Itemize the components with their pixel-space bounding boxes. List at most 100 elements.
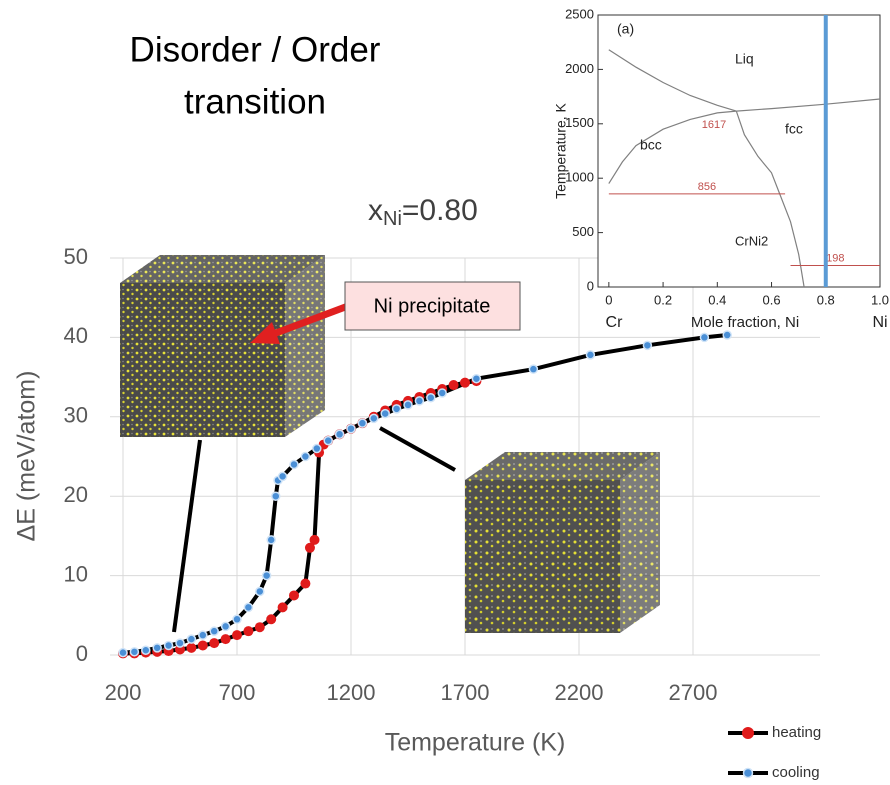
marker [186,634,197,644]
marker [346,423,356,434]
marker [198,630,208,640]
point-label: 1617 [702,119,726,131]
marker [141,645,151,655]
marker [243,626,254,637]
x-tick-label: 0 [605,292,612,307]
region-label: Liq [735,51,754,67]
series-line [735,110,805,288]
marker [266,614,277,625]
cube-front [120,283,285,437]
subtitle: xNi=0.80 [368,194,478,230]
marker [175,638,185,648]
y-tick-label: 1500 [565,115,594,130]
marker [528,364,539,374]
subtitle-part: x [368,194,383,227]
series-line [608,110,737,184]
marker [312,443,322,454]
marker [243,602,254,613]
x-end-label: Ni [872,314,887,331]
series-line [608,49,737,112]
y-axis-label: ΔE (meV/atom) [13,371,41,542]
y-tick-label: 20 [64,482,88,507]
subtitle-part: =0.80 [402,194,478,227]
x-tick-label: 2200 [555,680,604,705]
chart-title: transition [184,82,326,121]
marker [323,435,333,446]
cube-top [465,452,660,480]
marker [255,586,265,597]
marker [261,570,272,581]
region-label: fcc [785,121,803,137]
x-axis-label: Temperature (K) [385,729,566,757]
marker [471,373,482,384]
subtitle-part: Ni [383,208,402,230]
x-tick-label: 0.8 [817,292,835,307]
illustrations: Ni precipitate [120,255,660,633]
marker [699,332,710,343]
x-tick-label: 200 [105,680,142,705]
y-tick-label: 40 [64,323,88,348]
marker [437,388,447,398]
marker [277,471,288,482]
marker [209,626,219,636]
legend-marker [742,767,754,779]
y-axis-label: Temperature, K [553,102,569,198]
x-tick-label: 1.0 [871,292,889,307]
marker [380,408,390,419]
marker [414,396,425,406]
marker [403,400,413,410]
marker [129,647,140,657]
x-axis-label: Mole fraction, Ni [691,314,799,331]
cube-front [465,480,620,633]
region-label: (a) [617,21,634,37]
marker [300,451,311,462]
marker [309,534,320,545]
marker [266,535,276,545]
marker [369,413,379,424]
x-tick-label: 0.4 [708,292,726,307]
y-tick-label: 0 [587,278,594,293]
x-tick-label: 0.2 [654,292,672,307]
marker [231,630,242,641]
legend-label: heating [772,724,821,741]
connector [379,426,456,472]
marker [232,614,242,625]
marker [163,640,174,651]
main-chart: Disorder / Order transition xNi=0.80 0 10 20 3… [13,30,822,781]
marker [585,350,596,360]
arrow-shaft [266,302,350,340]
marker [186,642,197,653]
legend-marker [742,727,754,739]
x-end-label: Cr [606,314,624,331]
y-tick-label: 30 [64,403,88,428]
arrow-head [250,322,280,344]
marker [357,418,368,428]
y-tick-label: 2500 [565,6,594,21]
cube-side [620,452,660,633]
marker [448,380,459,391]
connector [172,439,202,633]
cube-side [285,255,325,437]
marker [289,459,299,470]
callout-box [344,281,521,331]
region-label: CrNi2 [735,233,768,248]
marker [152,643,162,653]
y-tick-label: 0 [76,641,88,666]
marker [277,602,288,613]
series-line [736,98,881,112]
inset-frame [597,14,881,288]
marker [460,377,470,388]
marker [426,392,436,403]
marker [334,429,345,440]
marker [209,638,220,649]
legend-label: cooling [772,764,820,781]
x-tick-label: 700 [219,680,256,705]
marker [220,634,231,645]
y-tick-label: 10 [64,561,88,586]
x-tick-label: 2700 [669,680,718,705]
y-tick-label: 1000 [565,170,594,185]
marker [304,542,315,553]
marker [220,621,231,632]
cube-top [120,255,325,283]
